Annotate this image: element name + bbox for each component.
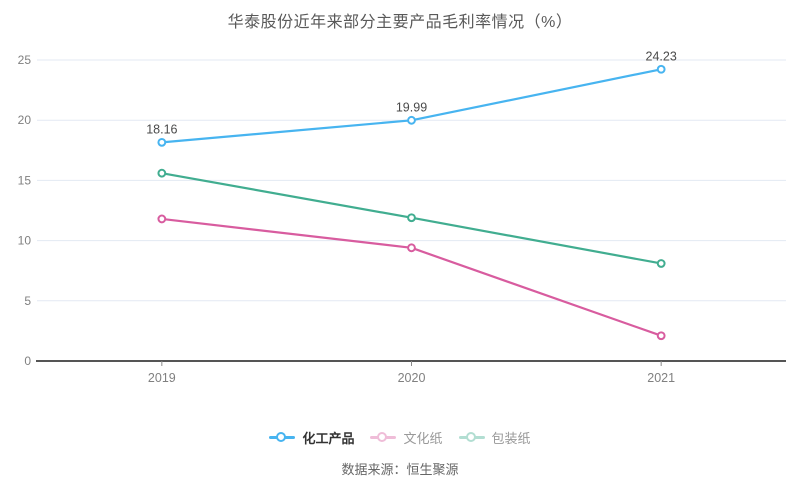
legend-circle-icon <box>465 432 476 442</box>
legend-circle-icon <box>377 432 388 442</box>
x-tick-label: 2019 <box>148 371 176 385</box>
y-tick-label: 5 <box>24 294 31 308</box>
data-point[interactable] <box>157 168 167 178</box>
legend-item-chemical-products[interactable]: 化工产品 <box>269 428 354 447</box>
x-tick-label: 2020 <box>398 371 426 385</box>
y-tick-label: 20 <box>18 113 32 127</box>
line-series-marker-icon <box>370 431 397 444</box>
chart-title: 华泰股份近年来部分主要产品毛利率情况（%） <box>227 14 573 31</box>
data-label: 19.99 <box>396 100 427 114</box>
chart-legend: 化工产品 文化纸 包装纸 <box>0 428 800 447</box>
data-point[interactable] <box>407 243 416 253</box>
data-point[interactable] <box>407 115 416 125</box>
y-tick-label: 25 <box>18 53 32 67</box>
y-tick-label: 10 <box>18 234 32 248</box>
legend-label: 文化纸 <box>403 431 443 446</box>
data-source-note: 数据来源：恒生聚源 <box>341 462 459 477</box>
line-series-marker-icon <box>458 431 485 444</box>
legend-circle-icon <box>276 432 287 442</box>
y-tick-label: 0 <box>24 354 31 368</box>
data-point[interactable] <box>157 137 167 147</box>
data-point[interactable] <box>656 331 666 341</box>
data-point[interactable] <box>656 64 666 74</box>
legend-item-packaging-paper[interactable]: 包装纸 <box>458 428 531 447</box>
line-series-marker-icon <box>269 431 296 444</box>
data-label: 18.16 <box>146 122 177 136</box>
legend-item-cultural-paper[interactable]: 文化纸 <box>370 428 443 447</box>
plot-area: 0 5 10 15 20 25 2019 2020 2021 18.16 19.99 24.23 <box>18 49 786 385</box>
y-tick-label: 15 <box>18 173 32 187</box>
series-line-1 <box>160 217 663 337</box>
data-point[interactable] <box>157 214 167 224</box>
legend-label: 化工产品 <box>302 431 355 446</box>
data-point[interactable] <box>656 259 666 268</box>
data-label: 24.23 <box>646 49 677 63</box>
data-point[interactable] <box>407 213 416 223</box>
x-tick-label: 2021 <box>647 371 675 385</box>
legend-label: 包装纸 <box>491 431 531 446</box>
